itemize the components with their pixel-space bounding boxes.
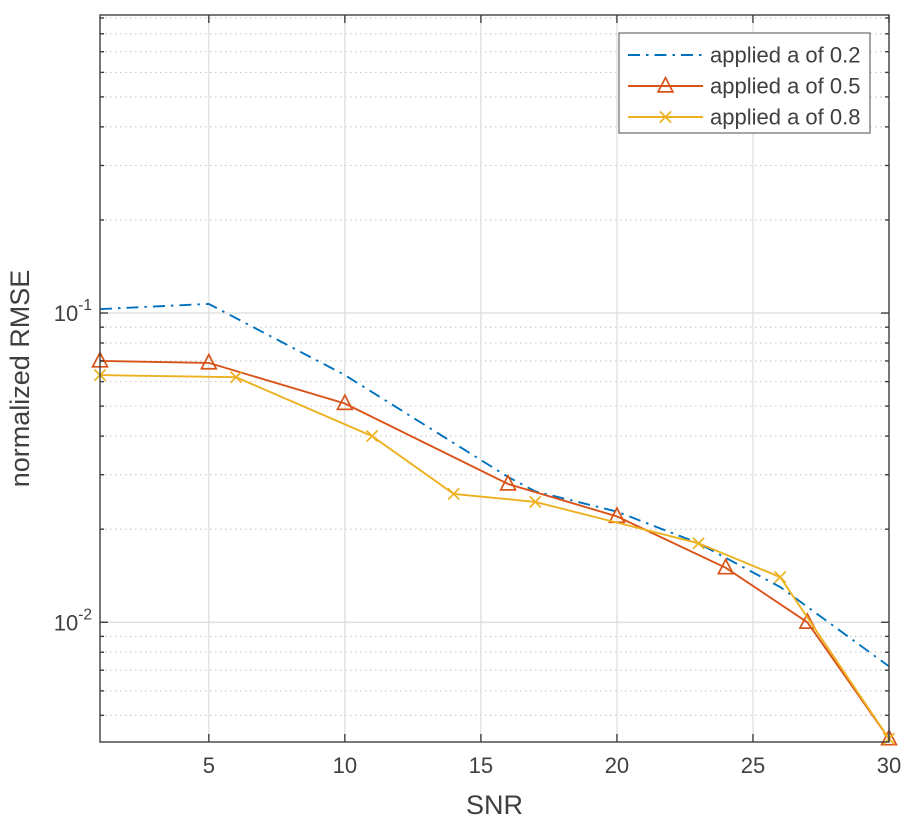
x-marker	[365, 429, 379, 443]
legend: applied a of 0.2 applied a of 0.5 applied …	[618, 32, 871, 134]
x-markers	[93, 368, 896, 745]
x-tick-label: 20	[605, 753, 629, 778]
legend-label: applied a of 0.8	[710, 105, 860, 130]
triangle-markers	[91, 350, 898, 746]
axes	[99, 14, 890, 743]
legend-entry-0: applied a of 0.2	[628, 43, 860, 68]
y-axis-label: normalized RMSE	[5, 270, 35, 488]
y-tick-label: 10-2	[54, 606, 92, 635]
triangle-marker	[336, 393, 354, 411]
legend-x-marker	[659, 110, 672, 124]
series-line	[99, 374, 890, 740]
legend-entry-2: applied a of 0.8	[628, 105, 860, 130]
x-marker	[529, 495, 542, 509]
triangle-marker	[200, 352, 218, 370]
triangle-marker	[798, 612, 817, 630]
tick-labels: 5 10 15 20 25 30 10-1 10-2	[54, 297, 902, 778]
series-applied-a-of-0.8	[93, 368, 896, 745]
series-applied-a-of-0.5	[91, 350, 898, 746]
triangle-marker	[716, 557, 735, 575]
series-applied-a-of-0.2	[99, 302, 890, 668]
x-marker	[692, 537, 705, 550]
triangle-marker	[880, 728, 898, 746]
x-marker	[773, 570, 787, 584]
legend-label: applied a of 0.2	[710, 43, 860, 68]
x-tick-label: 15	[469, 753, 493, 778]
x-tick-label: 30	[877, 753, 901, 778]
triangle-marker	[499, 473, 517, 491]
legend-label: applied a of 0.5	[710, 74, 860, 99]
y-tick-label: 10-1	[54, 297, 92, 326]
x-tick-label: 25	[741, 753, 765, 778]
legend-triangle-marker	[656, 75, 675, 93]
x-tick-label: 10	[333, 753, 357, 778]
x-tick-label: 5	[203, 753, 215, 778]
x-axis-label: SNR	[466, 790, 523, 820]
legend-entry-1: applied a of 0.5	[628, 74, 860, 99]
x-marker	[229, 371, 243, 384]
x-marker	[447, 487, 460, 501]
series-line	[99, 359, 890, 740]
series-line	[99, 302, 890, 668]
axis-box	[99, 14, 890, 743]
